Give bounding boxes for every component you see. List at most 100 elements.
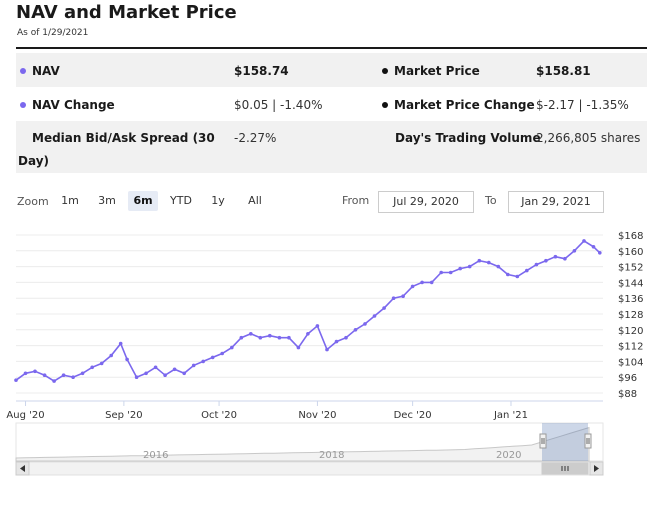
data-point <box>467 264 472 269</box>
zoom-1y-button[interactable]: 1y <box>211 194 225 207</box>
y-tick-label: $160 <box>618 247 643 258</box>
nav-label: NAV <box>32 64 60 78</box>
nav-change-value: $0.05 | -1.40% <box>234 98 323 112</box>
navigator-series <box>15 426 590 462</box>
y-tick-label: $120 <box>618 326 643 337</box>
navigator-selected-range[interactable] <box>542 423 588 461</box>
navigator-label-2018: 2018 <box>319 450 344 461</box>
data-point <box>439 270 444 275</box>
data-point <box>344 335 348 340</box>
nav-series-line <box>15 239 601 383</box>
as-of-date: As of 1/29/2021 <box>17 28 89 38</box>
data-point <box>496 264 501 269</box>
summary-row-change: NAV Change $0.05 | -1.40% Market Price C… <box>16 87 647 121</box>
navigator-left-handle[interactable] <box>539 433 547 449</box>
x-tick-label: Dec '20 <box>394 410 432 421</box>
data-point <box>315 324 320 328</box>
market-price-dot-icon <box>382 67 388 74</box>
data-point <box>515 274 520 279</box>
data-point <box>258 335 263 340</box>
navigator-label-2016: 2016 <box>143 450 168 461</box>
grid-lines <box>16 234 603 394</box>
data-point <box>534 262 539 267</box>
scroll-right-arrow-icon <box>594 465 599 472</box>
from-label: From <box>342 194 370 207</box>
nav-label-cell: NAV <box>20 64 60 78</box>
data-point <box>172 367 177 372</box>
data-point <box>230 345 234 350</box>
data-point <box>563 256 567 261</box>
market-price-change-label-cell: Market Price Change <box>382 98 535 112</box>
zoom-all-button[interactable]: All <box>248 194 262 207</box>
data-point <box>382 306 386 310</box>
data-point <box>325 347 329 352</box>
spread-label-line2: Day) <box>18 154 49 168</box>
data-point <box>487 260 491 265</box>
data-point <box>71 375 75 380</box>
y-tick-label: $88 <box>618 389 637 400</box>
zoom-1m-button[interactable]: 1m <box>61 194 79 207</box>
data-point <box>391 296 396 301</box>
data-point <box>191 363 196 368</box>
scroll-left-arrow-icon <box>20 465 25 472</box>
y-tick-label: $128 <box>618 310 643 321</box>
to-date-input[interactable]: Jan 29, 2021 <box>508 191 604 213</box>
data-point <box>163 373 167 378</box>
navigator-right-handle[interactable] <box>584 433 592 449</box>
data-point <box>306 332 310 336</box>
data-point <box>458 266 463 271</box>
from-date-input[interactable]: Jul 29, 2020 <box>378 191 474 213</box>
data-point <box>525 268 529 273</box>
nav-change-dot-icon <box>20 101 26 108</box>
data-point <box>182 371 186 376</box>
zoom-6m-button[interactable]: 6m <box>128 191 158 211</box>
market-price-label-cell: Market Price <box>382 64 480 78</box>
data-point <box>80 371 85 376</box>
y-axis-ticks: $168 $160 $152 $144 $136 $128 $120 $112 $104 $96 $… <box>618 231 643 400</box>
data-point <box>410 284 415 289</box>
data-point <box>220 351 224 356</box>
x-tick-label: Aug '20 <box>6 410 44 421</box>
data-point <box>287 335 291 340</box>
nav-dot-icon <box>20 67 26 74</box>
nav-change-label: NAV Change <box>32 98 115 112</box>
zoom-3m-button[interactable]: 3m <box>98 194 116 207</box>
volume-value: 2,266,805 shares <box>536 131 641 145</box>
y-tick-label: $136 <box>618 294 643 305</box>
data-point <box>553 254 558 259</box>
nav-series-markers <box>14 239 602 383</box>
data-point <box>99 361 104 366</box>
spread-value: -2.27% <box>234 131 277 145</box>
data-point <box>296 345 301 350</box>
x-tick-label: Oct '20 <box>201 410 237 421</box>
market-price-change-label: Market Price Change <box>394 98 535 112</box>
x-axis-ticks: Aug '20 Sep '20 Oct '20 Nov '20 Dec '20 Jan '… <box>6 401 528 421</box>
summary-row-nav: NAV $158.74 Market Price $158.81 <box>16 53 647 87</box>
scrollbar-track[interactable] <box>15 461 604 476</box>
data-point <box>334 339 339 344</box>
data-point <box>401 294 405 299</box>
navigator-label-2020: 2020 <box>496 450 521 461</box>
nav-value: $158.74 <box>234 64 289 78</box>
data-point <box>506 272 510 277</box>
to-label: To <box>485 194 497 207</box>
market-price-change-dot-icon <box>382 101 388 108</box>
x-tick-label: Nov '20 <box>298 410 336 421</box>
market-price-change-value: $-2.17 | -1.35% <box>536 98 629 112</box>
data-point <box>42 373 47 378</box>
volume-label: Day's Trading Volume <box>395 131 541 145</box>
zoom-ytd-button[interactable]: YTD <box>170 194 192 207</box>
data-point <box>372 314 377 318</box>
page-title: NAV and Market Price <box>16 2 237 23</box>
data-point <box>118 341 123 346</box>
data-point <box>201 359 205 364</box>
data-point <box>448 270 453 275</box>
data-point <box>144 371 148 376</box>
data-point <box>153 365 158 370</box>
market-price-label: Market Price <box>394 64 480 78</box>
x-tick-label: Sep '20 <box>105 410 143 421</box>
data-point <box>239 335 244 340</box>
data-point <box>14 378 18 383</box>
y-tick-label: $152 <box>618 263 643 274</box>
data-point <box>210 355 215 360</box>
